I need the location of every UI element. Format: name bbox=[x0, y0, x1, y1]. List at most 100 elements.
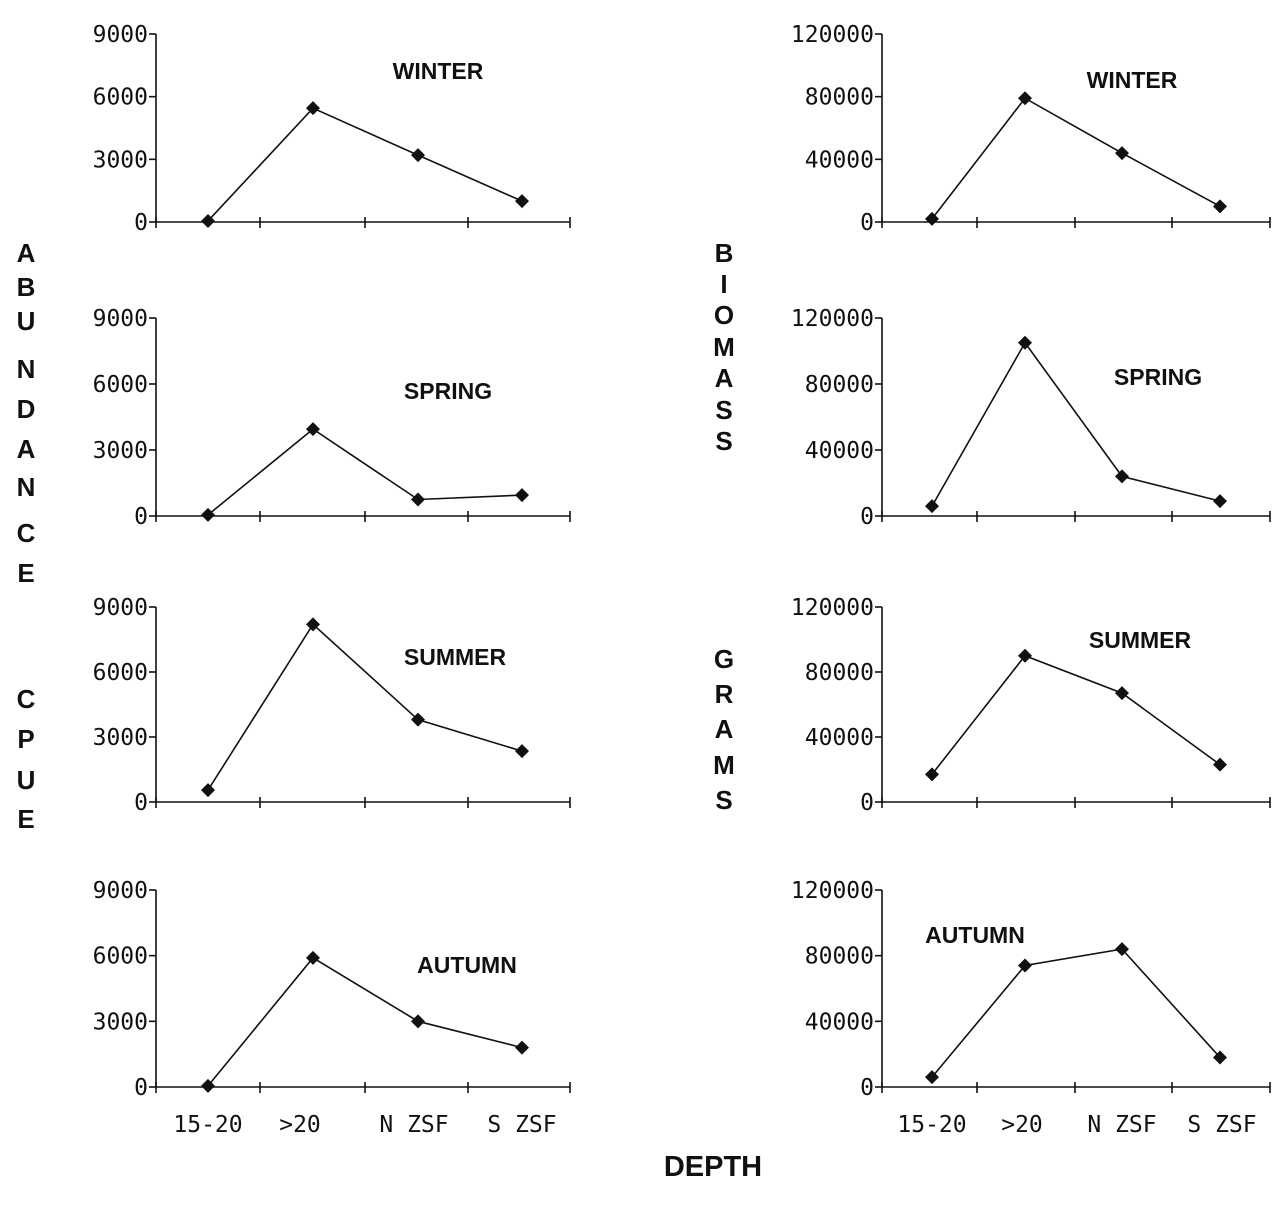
y-tick-label: 0 bbox=[134, 210, 148, 236]
y-tick-label: 120000 bbox=[791, 22, 874, 48]
left-axis-letter: A bbox=[17, 238, 36, 268]
right-axis-letter: I bbox=[720, 269, 727, 299]
panel-right-spring: 0 40000 80000 120000 SPRING bbox=[791, 306, 1271, 530]
y-tick-label: 6000 bbox=[93, 944, 148, 970]
data-point-n-zsf bbox=[1115, 686, 1129, 701]
season-label: SPRING bbox=[404, 378, 492, 404]
y-tick-label: 0 bbox=[860, 790, 874, 816]
y-tick-label: 3000 bbox=[93, 725, 148, 751]
left-axis-letter: P bbox=[17, 724, 34, 754]
y-tick-label: 6000 bbox=[93, 372, 148, 398]
season-label: AUTUMN bbox=[925, 922, 1025, 948]
left-axis-letter: B bbox=[17, 272, 36, 302]
data-point-s-zsf bbox=[1213, 757, 1227, 772]
right-axis-letter: A bbox=[715, 714, 734, 744]
right-axis-letter: S bbox=[715, 395, 732, 425]
y-tick-label: 3000 bbox=[93, 147, 148, 173]
y-tick-label: 80000 bbox=[805, 660, 874, 686]
left-axis-letter: D bbox=[17, 394, 36, 424]
x-tick-label: N ZSF bbox=[379, 1112, 448, 1138]
left-axis-letter: A bbox=[17, 434, 36, 464]
left-axis-letter: E bbox=[17, 804, 34, 834]
data-point--20 bbox=[306, 101, 320, 116]
y-tick-label: 6000 bbox=[93, 660, 148, 686]
data-point-s-zsf bbox=[515, 744, 529, 759]
data-point-15-20 bbox=[925, 211, 939, 226]
y-tick-label: 9000 bbox=[93, 22, 148, 48]
data-point-s-zsf bbox=[515, 1040, 529, 1055]
y-tick-label: 9000 bbox=[93, 306, 148, 332]
data-point-15-20 bbox=[201, 1078, 215, 1093]
left-axis-letter: U bbox=[17, 306, 36, 336]
right-axis-letter: G bbox=[714, 644, 734, 674]
data-point-n-zsf bbox=[411, 492, 425, 507]
data-point--20 bbox=[1018, 91, 1032, 106]
y-tick-label: 80000 bbox=[805, 85, 874, 111]
data-point--20 bbox=[1018, 958, 1032, 973]
y-tick-label: 40000 bbox=[805, 725, 874, 751]
series-line bbox=[931, 948, 1221, 1078]
right-axis-letter: B bbox=[715, 238, 734, 268]
season-label: SPRING bbox=[1114, 364, 1202, 390]
x-tick-label: S ZSF bbox=[487, 1112, 556, 1138]
right-axis-letter: M bbox=[713, 332, 735, 362]
x-tick-label: 15-20 bbox=[897, 1112, 966, 1138]
data-point-n-zsf bbox=[411, 148, 425, 163]
data-point-s-zsf bbox=[1213, 199, 1227, 214]
x-tick-label: >20 bbox=[279, 1112, 321, 1138]
y-tick-label: 0 bbox=[860, 1075, 874, 1101]
season-label: WINTER bbox=[393, 58, 484, 84]
y-tick-label: 9000 bbox=[93, 595, 148, 621]
x-tick-label: S ZSF bbox=[1187, 1112, 1256, 1138]
data-point--20 bbox=[306, 950, 320, 965]
panel-right-winter: 0 40000 80000 120000 WINTER bbox=[791, 22, 1271, 236]
y-tick-label: 80000 bbox=[805, 944, 874, 970]
y-tick-label: 120000 bbox=[791, 878, 874, 904]
right-axis-letter: O bbox=[714, 300, 734, 330]
season-label: SUMMER bbox=[1089, 627, 1192, 653]
panel-left-autumn: 0 3000 6000 9000 AUTUMN 15-20 >20 N ZSF S ZSF bbox=[93, 878, 571, 1138]
y-tick-label: 3000 bbox=[93, 438, 148, 464]
series-line bbox=[931, 654, 1221, 775]
left-axis-letter: C bbox=[17, 684, 36, 714]
data-point-s-zsf bbox=[515, 488, 529, 503]
y-tick-label: 40000 bbox=[805, 147, 874, 173]
y-tick-label: 40000 bbox=[805, 438, 874, 464]
panel-left-summer: 0 3000 6000 9000 SUMMER bbox=[93, 595, 571, 816]
y-tick-label: 0 bbox=[860, 210, 874, 236]
data-point-15-20 bbox=[201, 507, 215, 522]
y-tick-label: 80000 bbox=[805, 372, 874, 398]
panel-left-spring: 0 3000 6000 9000 SPRING bbox=[93, 306, 571, 530]
left-axis-letter: E bbox=[17, 558, 34, 588]
y-tick-label: 120000 bbox=[791, 595, 874, 621]
data-point--20 bbox=[306, 617, 320, 632]
left-axis-letter: C bbox=[17, 518, 36, 548]
series-line bbox=[207, 107, 523, 222]
panel-right-autumn: 0 40000 80000 120000 AUTUMN 15-20 >20 N ZSF S ZS… bbox=[791, 878, 1271, 1138]
right-axis-letter: M bbox=[713, 750, 735, 780]
right-axis-letter: A bbox=[715, 363, 734, 393]
y-tick-label: 9000 bbox=[93, 878, 148, 904]
y-tick-label: 40000 bbox=[805, 1009, 874, 1035]
chart-panels: 0 3000 6000 9000 WINTER 0 3000 6000 9000 SPRING 0 3… bbox=[93, 22, 1271, 1138]
left-axis-letter: N bbox=[17, 472, 36, 502]
season-label: SUMMER bbox=[404, 644, 507, 670]
y-tick-label: 0 bbox=[860, 504, 874, 530]
data-point-n-zsf bbox=[411, 1014, 425, 1029]
data-point-n-zsf bbox=[1115, 146, 1129, 161]
series-line bbox=[207, 956, 523, 1087]
series-line bbox=[931, 341, 1221, 507]
data-point--20 bbox=[1018, 335, 1032, 350]
y-tick-label: 0 bbox=[134, 1075, 148, 1101]
right-axis-letter: S bbox=[715, 785, 732, 815]
data-point-15-20 bbox=[925, 499, 939, 514]
data-point--20 bbox=[306, 422, 320, 437]
season-label: AUTUMN bbox=[417, 952, 517, 978]
data-point-15-20 bbox=[925, 767, 939, 782]
right-axis-letter: S bbox=[715, 426, 732, 456]
data-point-n-zsf bbox=[411, 712, 425, 727]
x-tick-label: 15-20 bbox=[173, 1112, 242, 1138]
y-tick-label: 0 bbox=[134, 504, 148, 530]
data-point--20 bbox=[1018, 648, 1032, 663]
